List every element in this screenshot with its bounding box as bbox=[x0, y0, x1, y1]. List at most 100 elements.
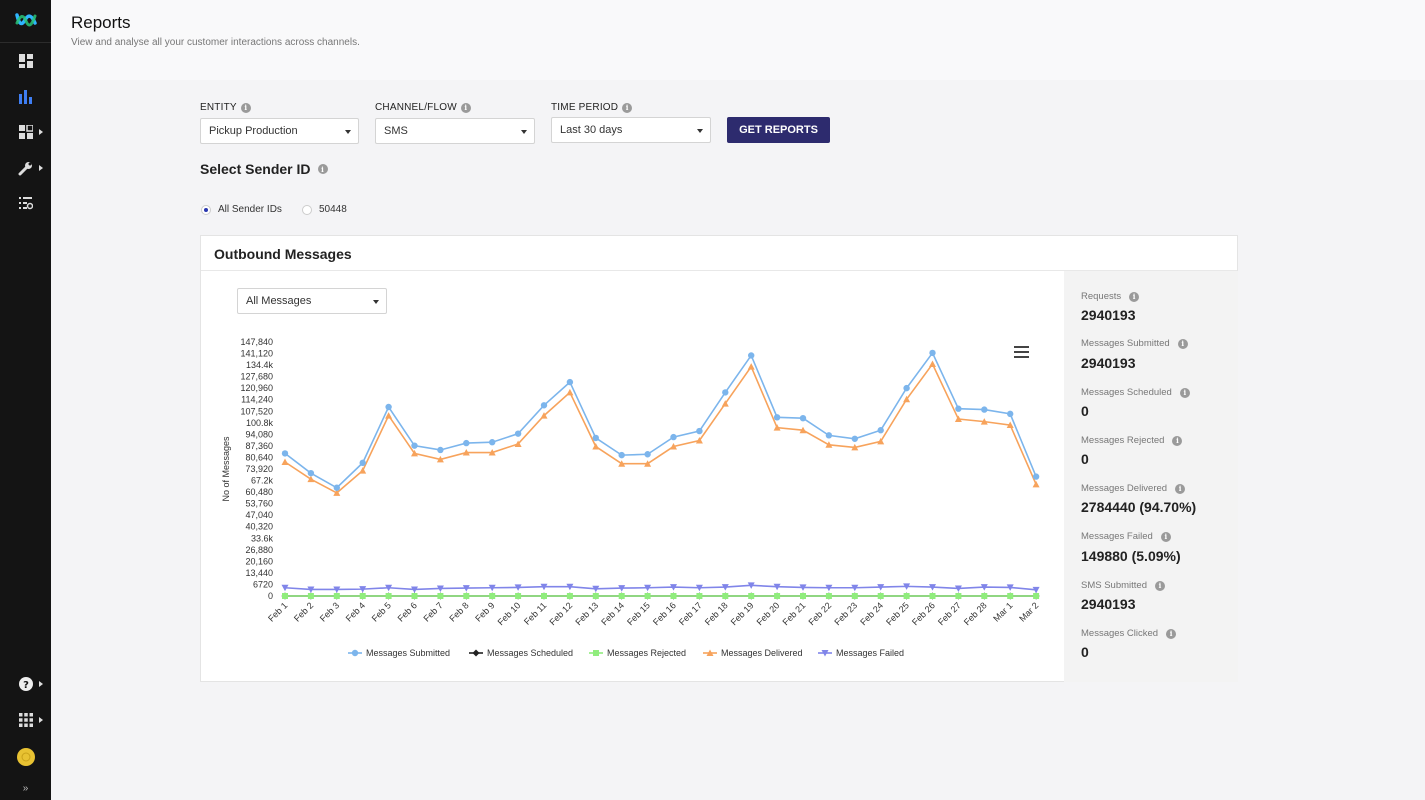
period-select[interactable]: Last 30 days bbox=[551, 117, 711, 143]
data-point-messages-delivered bbox=[462, 449, 470, 456]
info-icon[interactable]: i bbox=[1179, 387, 1190, 398]
series-line-messages-failed bbox=[284, 584, 1037, 591]
x-tick-label: Feb 2 bbox=[292, 600, 315, 623]
data-point-messages-rejected bbox=[385, 593, 392, 599]
stat-label-sms-submitted: SMS Submitted i bbox=[1081, 580, 1165, 591]
data-point-messages-failed bbox=[462, 585, 470, 592]
data-point-messages-delivered bbox=[618, 460, 626, 467]
data-point-messages-submitted bbox=[644, 451, 651, 458]
data-point-messages-submitted bbox=[903, 384, 910, 392]
apps-caret-icon bbox=[39, 129, 43, 135]
card-title: Outbound Messages bbox=[214, 246, 352, 262]
info-icon[interactable]: i bbox=[1172, 435, 1183, 446]
help-icon[interactable]: ? bbox=[0, 676, 51, 692]
data-point-messages-rejected bbox=[618, 593, 625, 599]
stat-label-rejected: Messages Rejected i bbox=[1081, 435, 1183, 446]
message-type-select[interactable]: All Messages bbox=[237, 288, 387, 314]
chevron-down-icon bbox=[345, 130, 351, 134]
data-point-messages-rejected bbox=[515, 593, 522, 599]
x-tick-label: Feb 10 bbox=[496, 600, 523, 627]
channel-select-value: SMS bbox=[384, 125, 408, 137]
data-point-messages-submitted bbox=[307, 469, 315, 477]
data-point-messages-failed bbox=[514, 584, 522, 591]
data-point-messages-delivered bbox=[954, 415, 962, 423]
chevron-down-icon bbox=[521, 130, 527, 134]
data-point-messages-rejected bbox=[825, 593, 832, 599]
data-point-messages-submitted bbox=[281, 450, 289, 457]
info-icon[interactable]: i bbox=[1177, 338, 1188, 349]
data-point-messages-delivered bbox=[747, 363, 755, 370]
data-point-messages-submitted bbox=[437, 446, 444, 454]
data-point-messages-rejected bbox=[722, 593, 729, 599]
info-icon[interactable]: i bbox=[1160, 531, 1171, 542]
data-point-messages-submitted bbox=[411, 442, 418, 449]
data-point-messages-failed bbox=[773, 583, 781, 591]
stat-value-rejected: 0 bbox=[1081, 451, 1089, 467]
radio-sender-50448[interactable]: 50448 bbox=[302, 204, 347, 215]
x-tick-label: Feb 21 bbox=[781, 600, 808, 627]
user-avatar[interactable] bbox=[0, 748, 51, 766]
series-line-messages-submitted bbox=[284, 351, 1037, 489]
info-icon[interactable]: i bbox=[1175, 483, 1186, 494]
info-icon[interactable]: i bbox=[622, 102, 633, 113]
data-point-messages-failed bbox=[954, 585, 962, 592]
dashboard-icon[interactable] bbox=[0, 53, 51, 69]
entity-select[interactable]: Pickup Production bbox=[200, 118, 359, 144]
x-tick-label: Feb 16 bbox=[651, 600, 678, 627]
wrench-icon[interactable] bbox=[0, 160, 51, 176]
webex-logo[interactable] bbox=[0, 9, 51, 33]
data-point-messages-failed bbox=[411, 586, 418, 593]
app-launcher-icon[interactable] bbox=[0, 712, 51, 728]
info-icon[interactable]: i bbox=[460, 102, 471, 113]
radio-selected-icon[interactable] bbox=[201, 204, 211, 215]
y-tick-label: 26,880 bbox=[245, 545, 273, 555]
info-icon[interactable]: i bbox=[1129, 291, 1140, 302]
apps-icon[interactable] bbox=[0, 124, 51, 140]
info-icon[interactable]: i bbox=[1166, 628, 1177, 639]
expand-sidebar-icon[interactable]: » bbox=[22, 782, 29, 794]
legend-marker-messages-failed bbox=[821, 650, 829, 657]
y-tick-label: 47,040 bbox=[245, 510, 273, 520]
analytics-icon[interactable] bbox=[0, 89, 51, 105]
data-point-messages-rejected bbox=[282, 593, 288, 599]
data-point-messages-failed bbox=[566, 583, 574, 591]
y-tick-label: 80,640 bbox=[245, 452, 273, 462]
channel-select[interactable]: SMS bbox=[375, 118, 535, 144]
radio-unselected-icon[interactable] bbox=[302, 204, 312, 215]
data-point-messages-delivered bbox=[566, 388, 574, 396]
channel-label-text: CHANNEL/FLOW bbox=[375, 102, 457, 113]
data-point-messages-submitted bbox=[929, 349, 936, 357]
data-point-messages-rejected bbox=[644, 593, 651, 599]
chevron-down-icon bbox=[697, 129, 703, 133]
data-point-messages-submitted bbox=[385, 403, 392, 411]
stat-value-scheduled: 0 bbox=[1081, 403, 1089, 419]
chart-menu-icon[interactable] bbox=[1014, 346, 1029, 358]
radio-all-sender-ids[interactable]: All Sender IDs bbox=[201, 204, 282, 215]
sidebar-divider bbox=[0, 42, 51, 43]
data-point-messages-failed bbox=[877, 584, 885, 591]
get-reports-button[interactable]: GET REPORTS bbox=[727, 117, 830, 143]
data-point-messages-failed bbox=[670, 584, 677, 591]
info-icon[interactable]: i bbox=[317, 164, 328, 174]
data-point-messages-failed bbox=[695, 584, 703, 592]
data-point-messages-failed bbox=[851, 584, 859, 592]
data-point-messages-delivered bbox=[281, 458, 289, 465]
data-point-messages-delivered bbox=[488, 449, 496, 456]
x-tick-label: Feb 1 bbox=[266, 600, 289, 623]
message-type-select-value: All Messages bbox=[246, 295, 312, 307]
data-point-messages-rejected bbox=[929, 593, 936, 599]
info-icon[interactable]: i bbox=[240, 102, 251, 113]
y-tick-label: 107,520 bbox=[240, 406, 273, 416]
data-point-messages-submitted bbox=[696, 427, 703, 435]
x-tick-label: Feb 17 bbox=[677, 600, 704, 627]
data-point-messages-delivered bbox=[773, 424, 781, 431]
info-icon[interactable]: i bbox=[1155, 580, 1165, 591]
data-point-messages-submitted bbox=[489, 439, 496, 446]
data-point-messages-rejected bbox=[307, 593, 314, 599]
stat-value-sms-submitted: 2940193 bbox=[1081, 596, 1136, 612]
data-point-messages-submitted bbox=[540, 402, 548, 409]
y-tick-label: 6720 bbox=[253, 579, 273, 589]
legend-marker-messages-submitted bbox=[351, 649, 359, 657]
y-tick-label: 100.8k bbox=[246, 418, 274, 428]
reports-list-icon[interactable] bbox=[0, 195, 51, 211]
